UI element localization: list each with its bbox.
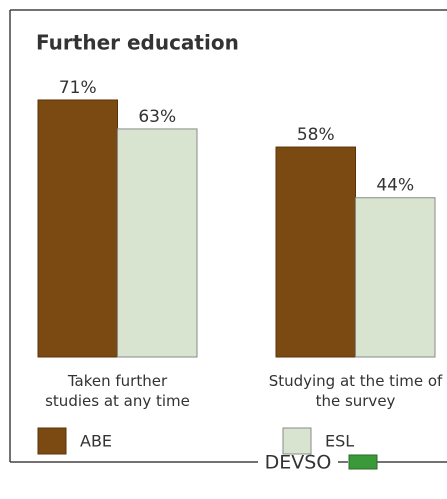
legend-label: ESL [325, 432, 354, 451]
bar [37, 99, 118, 358]
bar [117, 128, 198, 358]
footer-text: DEVSO [265, 452, 332, 474]
bar [275, 146, 356, 358]
footer-logo [348, 454, 378, 470]
value-label: 71% [59, 78, 97, 98]
legend-label: ABE [80, 432, 112, 451]
legend-swatch [37, 427, 67, 455]
value-label: 58% [297, 125, 335, 145]
bar [355, 197, 436, 358]
x-tick-label: Taken further studies at any time [45, 372, 190, 410]
value-label: 44% [376, 176, 414, 196]
x-tick-label: Studying at the time of the survey [268, 372, 443, 410]
frame [9, 9, 447, 463]
value-label: 63% [138, 107, 176, 127]
legend-swatch [282, 427, 312, 455]
chart-title: Further education [36, 31, 239, 55]
